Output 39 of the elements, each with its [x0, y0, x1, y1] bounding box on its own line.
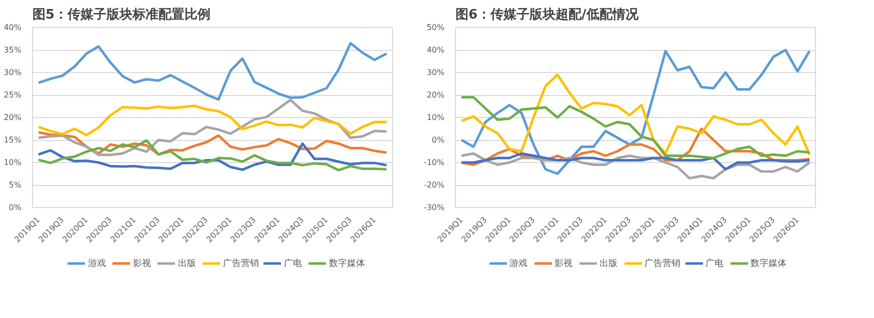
y-tick-label: 35% — [4, 46, 22, 54]
y-tick-label: -30% — [424, 203, 445, 212]
legend-label: 数字媒体 — [329, 258, 365, 270]
line-series — [460, 48, 811, 175]
line-series — [37, 104, 388, 136]
legend-label: 出版 — [600, 258, 618, 270]
y-tick-label: 40% — [426, 46, 445, 54]
legend-label: 游戏 — [510, 258, 528, 270]
legend-label: 数字媒体 — [750, 258, 786, 270]
y-tick-label: 30% — [426, 68, 445, 77]
legend-label: 出版 — [178, 258, 197, 270]
line-series — [37, 98, 388, 156]
y-tick-label: 15% — [4, 136, 22, 144]
legend-label: 广告营销 — [644, 258, 680, 270]
y-tick-label: 10% — [426, 113, 445, 122]
y-tick-label: 25% — [4, 90, 22, 100]
y-tick-label: 30% — [4, 68, 22, 77]
y-tick-label: 10% — [4, 158, 22, 167]
y-tick-label: 5% — [8, 180, 22, 190]
chart-title: 图5：传媒子版块标准配置比例 — [32, 6, 211, 22]
y-tick-label: 20% — [4, 113, 22, 122]
line-series — [460, 74, 811, 156]
legend-label: 广电 — [706, 258, 724, 270]
y-tick-label: -20% — [424, 180, 445, 190]
y-tick-label: 0% — [8, 203, 22, 212]
legend-label: 游戏 — [88, 258, 107, 270]
legend-label: 广告营销 — [223, 258, 259, 270]
y-tick-label: 40% — [4, 23, 22, 32]
legend-label: 广电 — [284, 258, 303, 270]
legend-label: 影视 — [554, 258, 574, 270]
y-tick-label: 0% — [432, 136, 445, 144]
line-series — [37, 42, 388, 101]
y-tick-label: 20% — [426, 90, 445, 100]
line-series — [460, 152, 811, 170]
y-tick-label: -10% — [424, 158, 445, 167]
line-series — [460, 96, 811, 160]
y-tick-label: 50% — [426, 23, 445, 32]
legend-label: 影视 — [133, 258, 152, 270]
chart-title: 图6：传媒子版块超配/低配情况 — [456, 8, 640, 22]
